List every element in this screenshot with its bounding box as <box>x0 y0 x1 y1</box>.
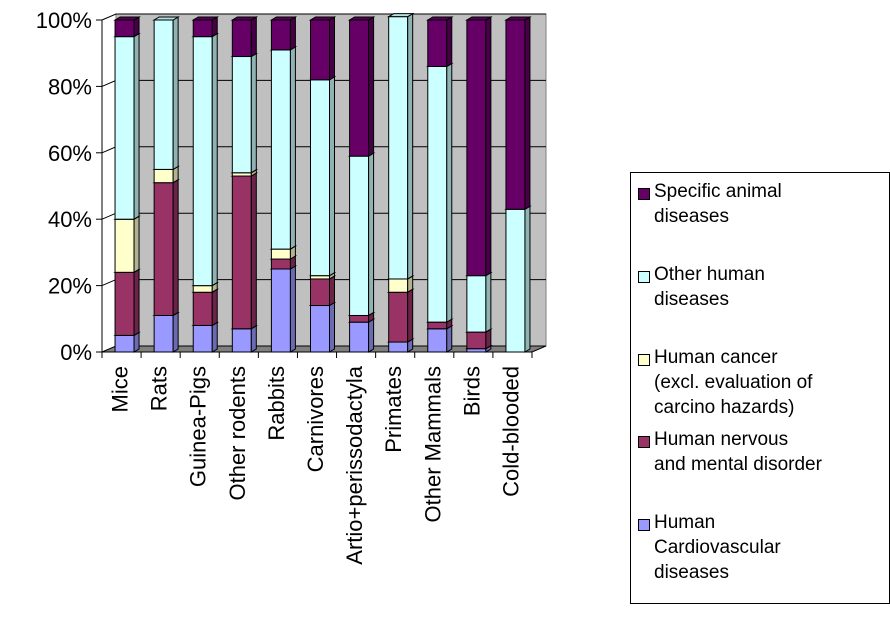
y-tick-label: 20% <box>48 274 92 299</box>
bar-segment <box>113 32 141 221</box>
x-tick-label: Cold-blooded <box>498 366 523 497</box>
bar-segment <box>308 75 337 277</box>
x-tick-label: Other rodents <box>225 366 250 501</box>
legend-label: Human nervous and mental disorder <box>654 429 822 475</box>
bar-segment <box>152 178 180 317</box>
legend-swatch <box>638 354 650 366</box>
bar-segment <box>113 215 141 274</box>
bar-segment <box>230 52 259 174</box>
bar-segment <box>269 265 298 353</box>
bar-segment <box>347 318 376 353</box>
legend-swatch <box>638 271 650 283</box>
y-axis: 0% 20% 40% 60% 80% 100% <box>36 8 103 365</box>
y-tick-label: 80% <box>48 74 92 99</box>
bar-segment <box>425 324 454 353</box>
bar-segment <box>347 16 376 158</box>
legend-label: Human cancer (excl. evaluation of carcin… <box>654 347 813 418</box>
legend-label: Human Cardiovascular diseases <box>654 512 781 583</box>
x-tick-label: Mice <box>108 366 133 412</box>
bar-segment <box>152 16 180 171</box>
y-tick-label: 40% <box>48 207 92 232</box>
bar-segment <box>425 62 454 324</box>
bar-segment <box>308 16 337 81</box>
legend-label: Other human diseases <box>654 264 765 310</box>
bar-segment <box>269 16 298 51</box>
y-tick-label: 60% <box>48 141 92 166</box>
y-tick-label: 0% <box>60 340 92 365</box>
bar-segment <box>347 152 376 317</box>
bar-segment <box>113 268 141 337</box>
y-tick-label: 100% <box>36 8 92 33</box>
bar-segment <box>191 321 220 353</box>
bar-segment <box>191 32 220 287</box>
x-tick-label: Primates <box>381 366 406 453</box>
bar-segment <box>230 16 259 58</box>
bar-segment <box>230 172 259 330</box>
bars <box>113 12 532 353</box>
bar-segment <box>230 324 259 353</box>
bar-segment <box>386 288 415 343</box>
legend-swatch <box>638 436 650 448</box>
bar-segment <box>425 16 454 68</box>
x-tick-label: Rabbits <box>264 366 289 441</box>
x-tick-label: Artio+perissodactyla <box>342 365 367 564</box>
bar-segment <box>191 288 220 327</box>
x-tick-label: Birds <box>459 366 484 416</box>
bar-segment <box>113 16 141 38</box>
bar-segment <box>269 45 298 250</box>
x-tick-label: Rats <box>147 366 172 411</box>
x-tick-label: Other Mammals <box>420 366 445 522</box>
x-tick-label: Guinea-Pigs <box>186 366 211 487</box>
bar-segment <box>308 301 337 353</box>
bar-segment <box>504 205 532 353</box>
legend: Specific animal diseases Other human dis… <box>630 172 890 604</box>
legend-label: Specific animal diseases <box>654 181 782 227</box>
x-tick-label: Carnivores <box>303 366 328 472</box>
bar-segment <box>152 311 180 353</box>
legend-swatch <box>638 519 650 531</box>
bar-segment <box>191 16 220 38</box>
bar-segment <box>504 16 532 211</box>
bar-segment <box>308 275 337 307</box>
bar-segment <box>465 271 493 333</box>
bar-segment <box>386 12 415 280</box>
legend-swatch <box>638 188 650 200</box>
bar-segment <box>465 16 493 277</box>
x-axis: Mice Rats Guinea-Pigs Other rodents Rabbits C… <box>101 351 533 565</box>
